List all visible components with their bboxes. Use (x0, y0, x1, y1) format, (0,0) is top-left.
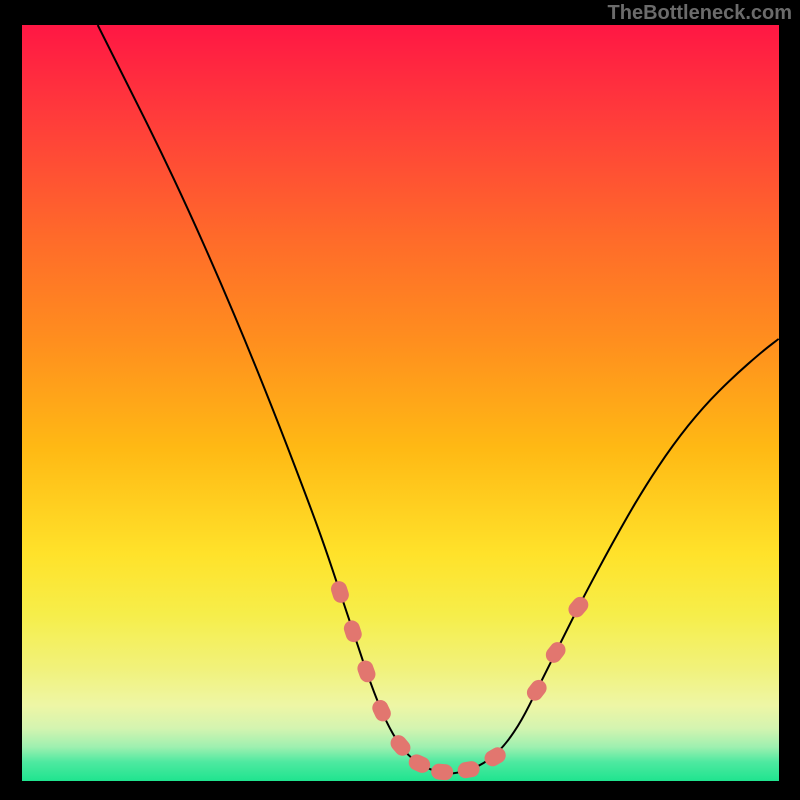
watermark-text: TheBottleneck.com (608, 2, 792, 25)
plot-area (22, 25, 779, 781)
marker-point (524, 677, 550, 704)
marker-point (482, 744, 509, 769)
marker-point (370, 697, 394, 724)
marker-points-group (329, 579, 592, 781)
marker-point (329, 579, 351, 605)
marker-point (342, 618, 364, 644)
marker-point (543, 639, 569, 666)
marker-point (355, 658, 378, 684)
bottleneck-curve (98, 25, 779, 773)
chart-svg-layer (22, 25, 779, 781)
chart-container: TheBottleneck.com (0, 0, 800, 800)
marker-point (456, 760, 480, 780)
marker-point (565, 594, 591, 621)
marker-point (430, 763, 453, 781)
